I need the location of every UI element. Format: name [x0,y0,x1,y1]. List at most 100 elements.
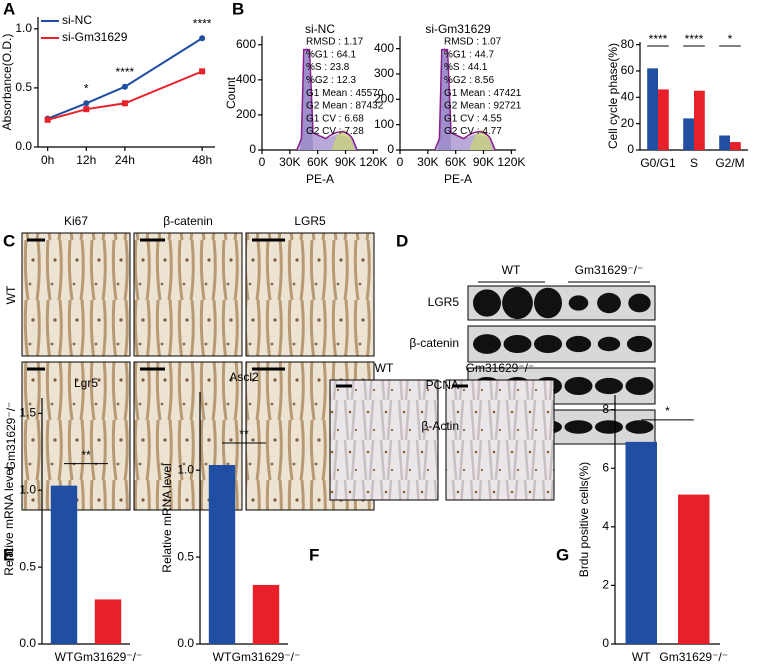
data-point [83,100,90,107]
micrograph [21,361,131,511]
y-tick-label: 60 [621,63,635,77]
y-tick-label: 400 [236,72,256,86]
blot-band [534,335,562,353]
micrograph [245,232,375,357]
blot-band [473,289,501,317]
stat-line: %G2 : 12.3 [306,75,356,86]
stat-line: %G2 : 8.56 [444,75,494,86]
significance: ** [81,448,91,462]
image-label: Gm31629⁻/⁻ [466,361,535,375]
x-tick-label: WT [632,650,651,664]
bar [730,142,741,150]
y-tick-label: 1.5 [19,406,36,420]
y-tick-label: 0.0 [177,636,194,650]
chart-title: si-Gm31629 [425,22,491,36]
blot-band [625,420,654,434]
x-tick-label: 24h [115,153,135,167]
panel-label: G [556,545,569,564]
blot-band [568,295,589,311]
y-tick-label: 0.0 [15,139,32,153]
x-tick-label: 0 [259,155,266,169]
significance: * [84,81,89,95]
x-tick-label: S [690,156,698,170]
x-tick-label: G0/G1 [640,156,676,170]
y-tick-label: 0 [602,636,609,650]
x-tick-label: 90K [335,155,356,169]
bar [252,584,280,644]
micrograph-grid [21,232,375,511]
histogram-curve [434,48,496,151]
panel-label: C [3,231,15,250]
y-axis-label: Brdu positive cells(%) [577,462,591,577]
blot-band [473,334,501,354]
x-axis-label: PE-A [444,172,472,186]
stat-line: RMSD : 1.17 [306,37,364,48]
y-tick-label: 40 [621,89,635,103]
line-series [47,70,203,121]
y-tick-label: 6 [602,460,609,474]
data-point [199,68,206,75]
y-tick-label: 1.0 [15,21,32,35]
stat-line: G2 Mean : 92721 [444,101,522,112]
row-label: PCNA [426,378,459,392]
y-tick-label: 2 [602,578,609,592]
stat-line: G1 CV : 6.68 [306,113,364,124]
x-tick-label: 120K [359,155,387,169]
significance: **** [649,32,668,46]
stat-line: G1 CV : 4.55 [444,113,502,124]
x-tick-label: Gm31629⁻/⁻ [659,650,728,664]
y-tick-label: 8 [602,402,609,416]
x-tick-label: 60K [307,155,328,169]
scale-bars [27,238,285,371]
line-series [47,37,203,120]
blot-band [625,377,654,395]
bar [694,90,705,150]
significance: **** [116,65,135,79]
x-tick-label: WT [55,650,74,664]
x-tick-label: 30K [279,155,300,169]
image-label: WT [375,361,394,375]
y-tick-label: 400 [374,41,394,55]
panel-label: B [232,0,244,18]
y-tick-label: 600 [236,37,256,51]
y-axis-label: Cell cycle phase(%) [606,43,620,149]
y-tick-label: 0 [249,142,256,156]
y-tick-label: 0.5 [177,549,194,563]
stat-line: RMSD : 1.07 [444,37,502,48]
y-tick-label: 300 [374,66,394,80]
stat-line: G1 Mean : 45570 [306,88,384,99]
bar [658,89,669,150]
row-label: LGR5 [428,295,460,309]
y-axis-label: Count [224,76,238,109]
x-tick-label: 30K [417,155,438,169]
y-tick-label: 80 [621,37,635,51]
significance: **** [685,32,704,46]
stat-line: %S : 23.8 [306,62,350,73]
blot-band [534,287,562,319]
x-tick-label: 60K [445,155,466,169]
blot-band [565,335,592,353]
significance: ** [239,427,249,441]
data-point [44,116,51,123]
y-tick-label: 0.5 [15,80,32,94]
x-tick-label: 90K [473,155,494,169]
blot-band [597,292,621,314]
bar [647,68,658,150]
blot-band [564,420,593,434]
panel-label: E [3,545,14,564]
y-tick-label: 0.5 [19,559,36,573]
panel-label: D [396,231,408,250]
bar [50,485,78,644]
bar [625,441,657,644]
x-tick-label: G2/M [715,156,744,170]
y-tick-label: 100 [374,117,394,131]
micrograph [329,379,439,501]
row-label: WT [4,285,18,304]
y-tick-label: 0 [627,142,634,156]
bar [94,599,122,644]
row-label: Gm31629⁻/⁻ [4,402,18,471]
group-label: WT [502,263,521,277]
data-point [199,35,206,42]
stat-line: G2 CV : 7.28 [306,126,364,137]
